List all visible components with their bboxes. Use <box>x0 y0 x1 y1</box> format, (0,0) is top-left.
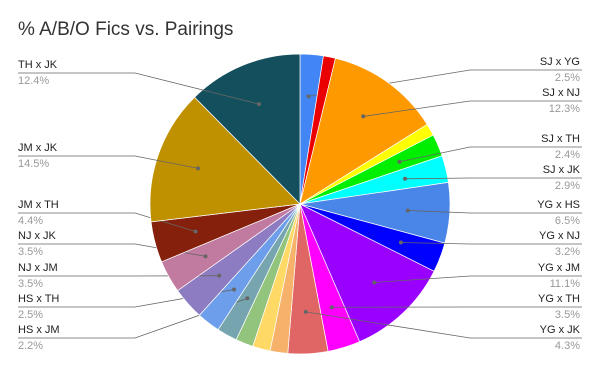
leader-line <box>405 177 582 180</box>
leader-dot <box>196 166 201 171</box>
slice-label: YG x JM <box>538 262 580 274</box>
leader-dot <box>303 309 308 314</box>
slice-label: TH x JK <box>18 59 58 71</box>
leader-dot <box>203 254 208 259</box>
leader-line <box>374 275 582 283</box>
slice-percent: 4.4% <box>18 215 43 227</box>
slice-percent: 3.2% <box>555 246 580 258</box>
leader-line <box>305 311 582 339</box>
leader-dot <box>403 176 408 181</box>
slice-label: JM x TH <box>18 199 59 211</box>
leader-dot <box>398 240 403 245</box>
leader-line <box>399 146 582 163</box>
pie-slice <box>194 53 301 205</box>
slice-label: JM x JK <box>18 142 58 154</box>
leader-line <box>18 155 199 169</box>
leader-dot <box>361 114 366 119</box>
slice-label: HS x JM <box>18 324 60 336</box>
slice-percent: 2.2% <box>18 340 43 352</box>
slice-label: YG x JK <box>540 324 581 336</box>
leader-dot <box>329 305 334 310</box>
slice-label: YG x TH <box>538 293 580 305</box>
pie-slice <box>149 96 301 223</box>
leader-dot <box>245 296 250 301</box>
slice-label: SJ x JK <box>543 164 581 176</box>
leader-line <box>18 72 260 105</box>
leader-line <box>363 100 582 117</box>
leader-dot <box>232 287 237 292</box>
slice-percent: 2.4% <box>555 149 580 161</box>
slice-label: SJ x YG <box>540 56 580 68</box>
leader-line <box>400 242 582 245</box>
leader-dot <box>256 102 261 107</box>
slice-label: NJ x JK <box>18 230 57 242</box>
slice-label: SJ x TH <box>541 133 580 145</box>
leader-dot <box>217 273 222 278</box>
leader-dot <box>372 280 377 285</box>
slice-percent: 12.3% <box>549 103 580 115</box>
leader-dot <box>397 159 402 164</box>
slice-percent: 4.3% <box>555 340 580 352</box>
slice-label: YG x NJ <box>539 230 580 242</box>
leader-dot <box>306 94 311 99</box>
slice-label: NJ x JM <box>18 262 58 274</box>
slice-percent: 2.5% <box>555 72 580 84</box>
slice-percent: 2.5% <box>18 309 43 321</box>
chart-title: % A/B/O Fics vs. Pairings <box>18 19 233 40</box>
leader-line <box>407 210 582 214</box>
slice-label: YG x HS <box>537 199 580 211</box>
slice-label: SJ x NJ <box>542 87 580 99</box>
slice-percent: 6.5% <box>555 215 580 227</box>
pie-slice <box>299 57 428 205</box>
slice-percent: 14.5% <box>18 158 49 170</box>
slice-percent: 2.9% <box>555 180 580 192</box>
slice-percent: 11.1% <box>550 278 581 290</box>
slice-percent: 3.5% <box>555 309 580 321</box>
slice-percent: 3.5% <box>18 278 43 290</box>
leader-line <box>18 212 196 232</box>
slice-label: HS x TH <box>18 293 59 305</box>
leader-dot <box>193 229 198 234</box>
slice-percent: 12.4% <box>18 75 49 87</box>
slice-percent: 3.5% <box>18 246 43 258</box>
leader-dot <box>405 208 410 213</box>
